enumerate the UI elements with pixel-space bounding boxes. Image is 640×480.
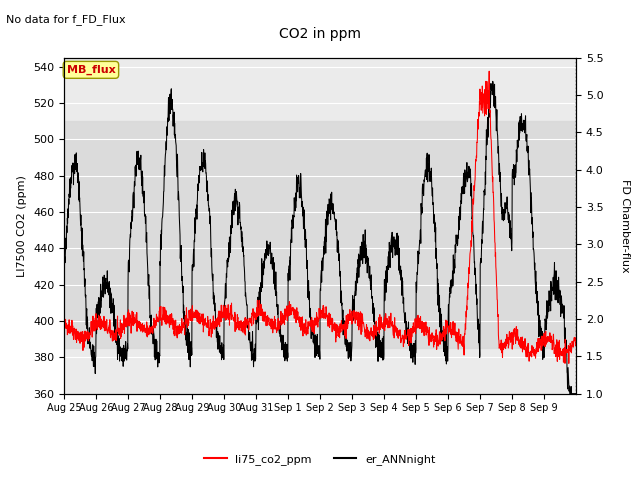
Bar bbox=[64, 121, 576, 348]
Legend: li75_co2_ppm, er_ANNnight: li75_co2_ppm, er_ANNnight bbox=[200, 450, 440, 469]
Text: CO2 in ppm: CO2 in ppm bbox=[279, 26, 361, 41]
Y-axis label: FD Chamber-flux: FD Chamber-flux bbox=[620, 179, 630, 273]
Y-axis label: LI7500 CO2 (ppm): LI7500 CO2 (ppm) bbox=[17, 175, 28, 276]
Text: No data for f_FD_Flux: No data for f_FD_Flux bbox=[6, 14, 126, 25]
Text: MB_flux: MB_flux bbox=[67, 65, 115, 75]
